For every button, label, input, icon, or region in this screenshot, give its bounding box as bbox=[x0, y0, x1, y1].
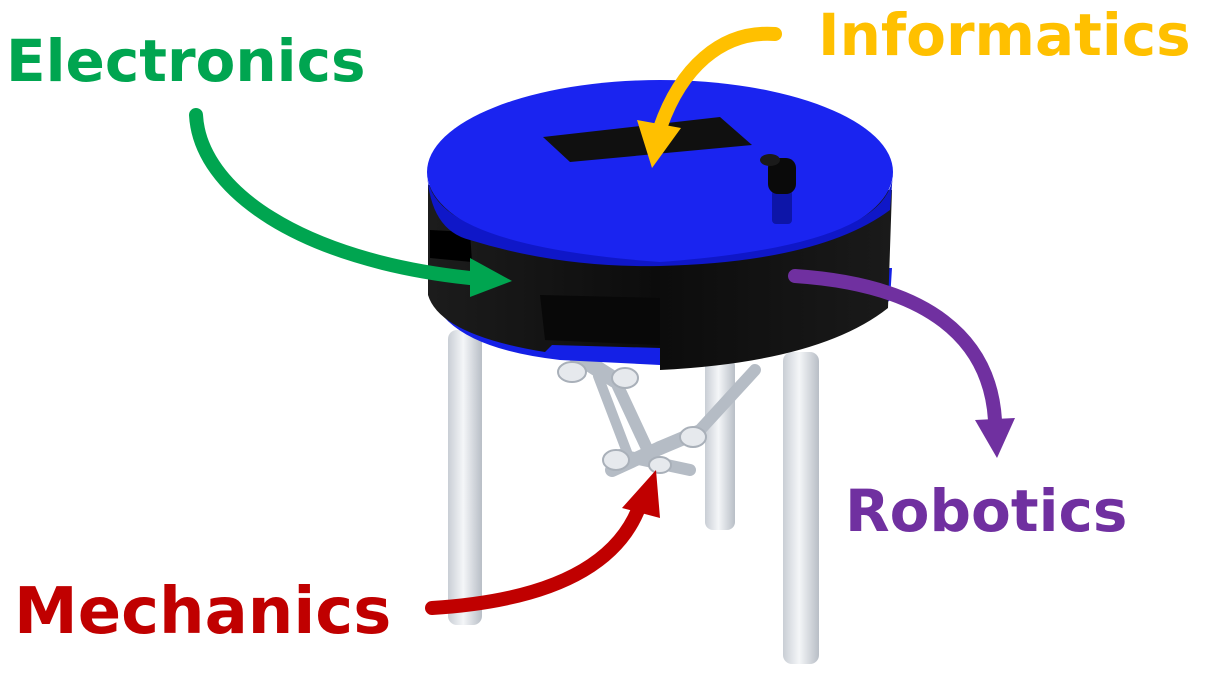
arrow-robotics bbox=[788, 269, 1015, 458]
leg-front-left bbox=[448, 330, 482, 625]
leg-back-right bbox=[705, 358, 735, 530]
arrow-electronics bbox=[189, 108, 512, 297]
arrow-mechanics bbox=[425, 470, 660, 615]
joystick-knob bbox=[760, 154, 796, 224]
label-electronics: Electronics bbox=[6, 27, 366, 95]
platform-top bbox=[427, 80, 893, 267]
delta-robot-joints bbox=[557, 361, 707, 474]
label-informatics: Informatics bbox=[818, 1, 1191, 69]
label-mechanics: Mechanics bbox=[14, 575, 392, 649]
leg-front-right bbox=[783, 352, 819, 664]
arrow-informatics bbox=[637, 26, 782, 168]
label-robotics: Robotics bbox=[845, 477, 1128, 545]
